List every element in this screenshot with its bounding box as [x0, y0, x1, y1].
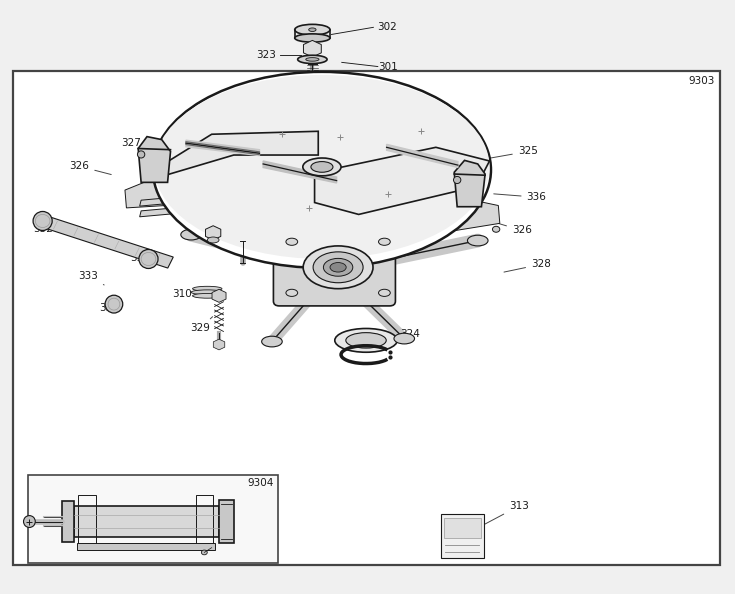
Polygon shape — [186, 140, 259, 156]
Ellipse shape — [298, 55, 327, 64]
Ellipse shape — [394, 333, 415, 344]
FancyBboxPatch shape — [273, 235, 395, 306]
Text: 328: 328 — [504, 260, 551, 272]
Ellipse shape — [303, 158, 341, 176]
Text: 331: 331 — [212, 237, 239, 251]
Text: 323: 323 — [257, 50, 276, 59]
Ellipse shape — [201, 550, 207, 555]
Text: 326: 326 — [479, 217, 532, 235]
Ellipse shape — [193, 293, 222, 298]
Ellipse shape — [453, 176, 461, 184]
Bar — [28, 475, 278, 563]
Ellipse shape — [286, 289, 298, 296]
Ellipse shape — [105, 295, 123, 313]
Bar — [13, 71, 720, 565]
Text: 302: 302 — [377, 23, 397, 32]
Text: 301: 301 — [379, 62, 398, 71]
Text: 336: 336 — [494, 192, 547, 202]
Ellipse shape — [467, 235, 488, 246]
Text: 310: 310 — [173, 289, 198, 299]
Ellipse shape — [330, 263, 346, 272]
Ellipse shape — [154, 75, 490, 259]
Bar — [77, 543, 215, 550]
Bar — [219, 500, 234, 543]
Ellipse shape — [33, 211, 52, 230]
Ellipse shape — [345, 333, 386, 348]
Ellipse shape — [492, 226, 500, 232]
Text: 334: 334 — [129, 254, 168, 265]
Ellipse shape — [139, 249, 158, 268]
Bar — [196, 495, 213, 548]
Polygon shape — [454, 160, 485, 207]
Text: 330: 330 — [318, 230, 337, 252]
Ellipse shape — [286, 238, 298, 245]
Text: 313: 313 — [478, 501, 529, 527]
Ellipse shape — [295, 24, 330, 35]
Polygon shape — [140, 192, 234, 206]
Ellipse shape — [323, 258, 353, 276]
Ellipse shape — [24, 516, 35, 527]
Text: 335: 335 — [182, 216, 207, 231]
Text: 333: 333 — [78, 271, 104, 285]
Text: 9304: 9304 — [248, 478, 274, 488]
Polygon shape — [154, 131, 318, 175]
Text: 324: 324 — [381, 330, 420, 345]
Text: 332: 332 — [98, 303, 119, 312]
Polygon shape — [263, 161, 337, 183]
Text: 337: 337 — [111, 485, 171, 514]
Text: 326: 326 — [69, 162, 111, 175]
Ellipse shape — [379, 289, 390, 296]
Bar — [74, 506, 219, 537]
Text: 327: 327 — [121, 138, 145, 154]
Polygon shape — [387, 144, 458, 168]
Ellipse shape — [262, 336, 282, 347]
Bar — [444, 518, 481, 538]
Ellipse shape — [295, 34, 330, 42]
Text: 9303: 9303 — [688, 76, 714, 86]
Ellipse shape — [379, 238, 390, 245]
Ellipse shape — [153, 72, 491, 268]
Text: 325: 325 — [473, 147, 538, 161]
Polygon shape — [435, 202, 500, 233]
Polygon shape — [40, 216, 173, 268]
Ellipse shape — [137, 151, 145, 158]
Ellipse shape — [334, 328, 397, 352]
Bar — [441, 514, 484, 558]
Polygon shape — [315, 147, 490, 214]
Ellipse shape — [311, 162, 333, 172]
Bar — [62, 501, 74, 542]
Text: 338: 338 — [183, 498, 205, 542]
Text: 332: 332 — [32, 221, 53, 234]
Ellipse shape — [306, 58, 319, 61]
Bar — [78, 495, 96, 548]
Polygon shape — [140, 203, 234, 217]
Polygon shape — [125, 181, 197, 208]
Ellipse shape — [191, 290, 223, 295]
Ellipse shape — [309, 28, 316, 31]
Ellipse shape — [181, 229, 201, 240]
Text: 329: 329 — [190, 317, 212, 333]
Polygon shape — [138, 137, 171, 182]
Ellipse shape — [303, 246, 373, 289]
Ellipse shape — [313, 252, 363, 283]
Ellipse shape — [193, 286, 222, 291]
Ellipse shape — [207, 237, 219, 243]
